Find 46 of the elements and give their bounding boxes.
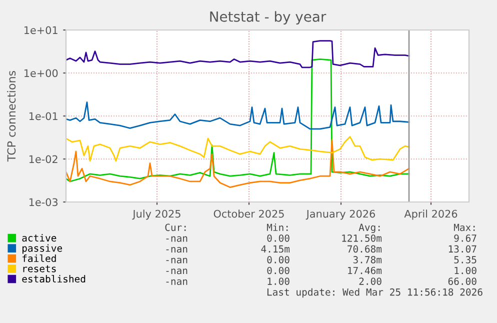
x-tick-label: October 2025 xyxy=(214,210,284,218)
text: Last update: Wed Mar 25 11:56:18 2026 xyxy=(267,288,482,298)
y-tick-label: 1e+01 xyxy=(24,26,58,34)
text: 2.00 xyxy=(359,278,382,285)
legend-label: failed xyxy=(22,254,56,262)
text: 0.00 xyxy=(267,266,290,274)
text: 1.00 xyxy=(268,278,290,285)
legend-label: resets xyxy=(23,265,56,272)
text: Cur: xyxy=(165,224,186,232)
x-tick-label: April 2026 xyxy=(404,210,458,220)
text: 17.46m xyxy=(348,266,382,274)
text: -nan xyxy=(166,258,188,264)
y-tick-label: 1e-01 xyxy=(29,112,58,120)
text: 4.15m xyxy=(261,245,290,253)
y-axis-title: TCP connections xyxy=(7,70,16,162)
y-tick-label: 1e-03 xyxy=(29,198,58,206)
text: -nan xyxy=(166,279,188,285)
text: 70.68m xyxy=(348,245,382,253)
legend-label: active xyxy=(22,234,56,242)
legend-label: passive xyxy=(22,244,62,254)
line-series xyxy=(66,139,410,188)
text: Max: xyxy=(454,224,475,232)
text: Avg: xyxy=(358,224,380,233)
y-tick-label: 1e+00 xyxy=(24,69,58,78)
text: 5.35 xyxy=(454,256,476,264)
line-series xyxy=(66,101,410,130)
line-series xyxy=(66,40,410,68)
x-tick-label: January 2026 xyxy=(306,210,375,220)
text: 9.67 xyxy=(454,234,476,242)
text: -nan xyxy=(166,236,188,242)
text: 121.50m xyxy=(342,234,382,242)
legend-label: established xyxy=(22,274,86,283)
text: Min: xyxy=(266,224,288,231)
x-tick-label: July 2025 xyxy=(132,210,180,220)
y-tick-label: 1e-02 xyxy=(29,155,58,164)
text: 66.00 xyxy=(448,278,476,285)
text: 0.00 xyxy=(267,234,290,242)
text: -nan xyxy=(166,247,188,253)
text: 0.00 xyxy=(267,256,290,264)
text: -nan xyxy=(166,268,188,274)
text: 13.07 xyxy=(448,245,476,253)
line-series xyxy=(66,136,410,162)
chart-title: Netstat - by year xyxy=(210,11,326,25)
text: 3.78m xyxy=(353,256,382,264)
text: 1.00 xyxy=(454,266,476,274)
line-series xyxy=(66,58,410,182)
